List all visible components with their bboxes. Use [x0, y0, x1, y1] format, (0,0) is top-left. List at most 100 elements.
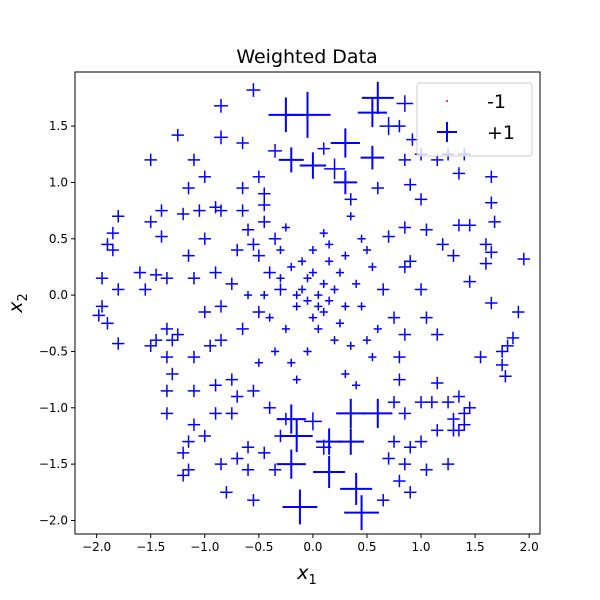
plus-point: [280, 419, 313, 452]
plus-point: [333, 170, 358, 195]
legend-label-positive: +1: [487, 122, 515, 144]
plus-point: [362, 336, 372, 345]
plus-point: [182, 181, 195, 195]
plus-point: [258, 446, 271, 460]
plus-point: [452, 424, 466, 437]
plus-point: [187, 384, 201, 398]
plus-point: [287, 262, 296, 272]
plus-point: [231, 243, 244, 257]
plus-point: [436, 238, 449, 251]
plus-point: [187, 272, 201, 285]
plus-point: [225, 277, 239, 291]
legend: -1+1: [416, 82, 533, 157]
plus-point: [485, 170, 498, 183]
plus-point: [101, 238, 114, 251]
plus-point: [340, 472, 373, 505]
x-tick-label: 1.5: [466, 540, 485, 554]
plus-point: [276, 449, 306, 479]
plus-point: [368, 352, 377, 362]
plus-point: [317, 142, 330, 155]
plus-point: [393, 474, 406, 488]
y-tick-label: 0.5: [49, 232, 68, 246]
plus-point: [414, 283, 428, 296]
plus-point: [420, 223, 433, 236]
x-tick-label: −2.0: [82, 540, 111, 554]
plus-point: [299, 152, 327, 179]
plus-point: [231, 390, 244, 403]
plus-point: [166, 333, 179, 347]
y-axis-label-group: x2: [5, 293, 31, 314]
legend-marker-positive: [437, 122, 457, 142]
plus-point: [182, 249, 195, 262]
plus-point: [171, 328, 184, 341]
plus-point: [263, 401, 276, 414]
x-axis-label: x1: [296, 562, 317, 588]
x-tick-label: −0.5: [244, 540, 273, 554]
plus-point: [292, 291, 301, 300]
plus-point: [360, 145, 385, 170]
plus-point: [287, 358, 296, 367]
plus-point: [341, 251, 350, 260]
plus-point: [95, 272, 109, 285]
plus-point: [144, 215, 157, 229]
plus-point: [268, 463, 282, 476]
plus-point: [236, 204, 249, 217]
plus-point: [303, 296, 312, 305]
plus-point: [319, 307, 328, 317]
plus-point: [160, 384, 174, 398]
y-tick-label: 0.0: [49, 288, 68, 302]
plus-point: [506, 331, 520, 345]
plus-point: [236, 181, 249, 195]
plus-point: [254, 358, 263, 367]
plus-point: [149, 268, 163, 282]
plus-point: [276, 245, 285, 255]
plus-point: [357, 97, 387, 128]
plus-point: [404, 255, 417, 268]
plus-point: [241, 441, 255, 454]
y-tick-label: −1.0: [39, 401, 68, 415]
plus-point: [241, 463, 255, 476]
plus-point: [396, 95, 414, 112]
x-axis: −2.0 −1.5 −1.0 −0.5 0.0 0.5 1.0 1.5 2.0: [82, 534, 539, 554]
plus-point: [139, 283, 152, 296]
plus-point: [149, 333, 163, 347]
y-tick-label: 1.0: [49, 175, 68, 189]
plus-point: [203, 339, 217, 353]
plus-point: [458, 418, 471, 431]
plus-point: [112, 283, 125, 296]
plus-point: [225, 373, 239, 386]
plus-point: [346, 212, 355, 221]
plus-point: [479, 238, 493, 251]
plus-point: [303, 274, 312, 283]
y-tick-label: −2.0: [39, 513, 68, 527]
plus-point: [324, 158, 345, 180]
legend-box: [416, 82, 533, 157]
plus-point: [319, 229, 328, 238]
plus-point: [352, 279, 361, 288]
plus-point: [166, 367, 179, 381]
plus-point: [363, 398, 393, 429]
plus-point: [303, 347, 312, 356]
x-axis-label-sub: 1: [308, 573, 316, 588]
plus-point: [393, 373, 406, 386]
plus-point: [398, 457, 412, 471]
y-axis: −2.0 −1.5 −1.0 −0.5 0.0 0.5 1.0 1.5: [39, 119, 75, 527]
plus-point: [414, 193, 428, 206]
plus-point: [247, 238, 260, 251]
plus-point: [382, 230, 395, 243]
plus-point: [198, 170, 211, 183]
plus-point: [160, 272, 174, 285]
plus-point: [263, 266, 276, 279]
plus-point: [236, 322, 249, 336]
plus-point: [368, 262, 377, 272]
plus-point: [488, 215, 501, 229]
plus-point: [325, 240, 334, 249]
plus-point: [393, 119, 406, 133]
plus-point: [209, 266, 222, 279]
plus-point: [404, 178, 417, 191]
plus-point: [214, 333, 228, 347]
plus-point: [346, 341, 355, 350]
plus-point: [112, 337, 125, 350]
plus-point: [447, 249, 460, 262]
plus-point: [187, 153, 201, 167]
